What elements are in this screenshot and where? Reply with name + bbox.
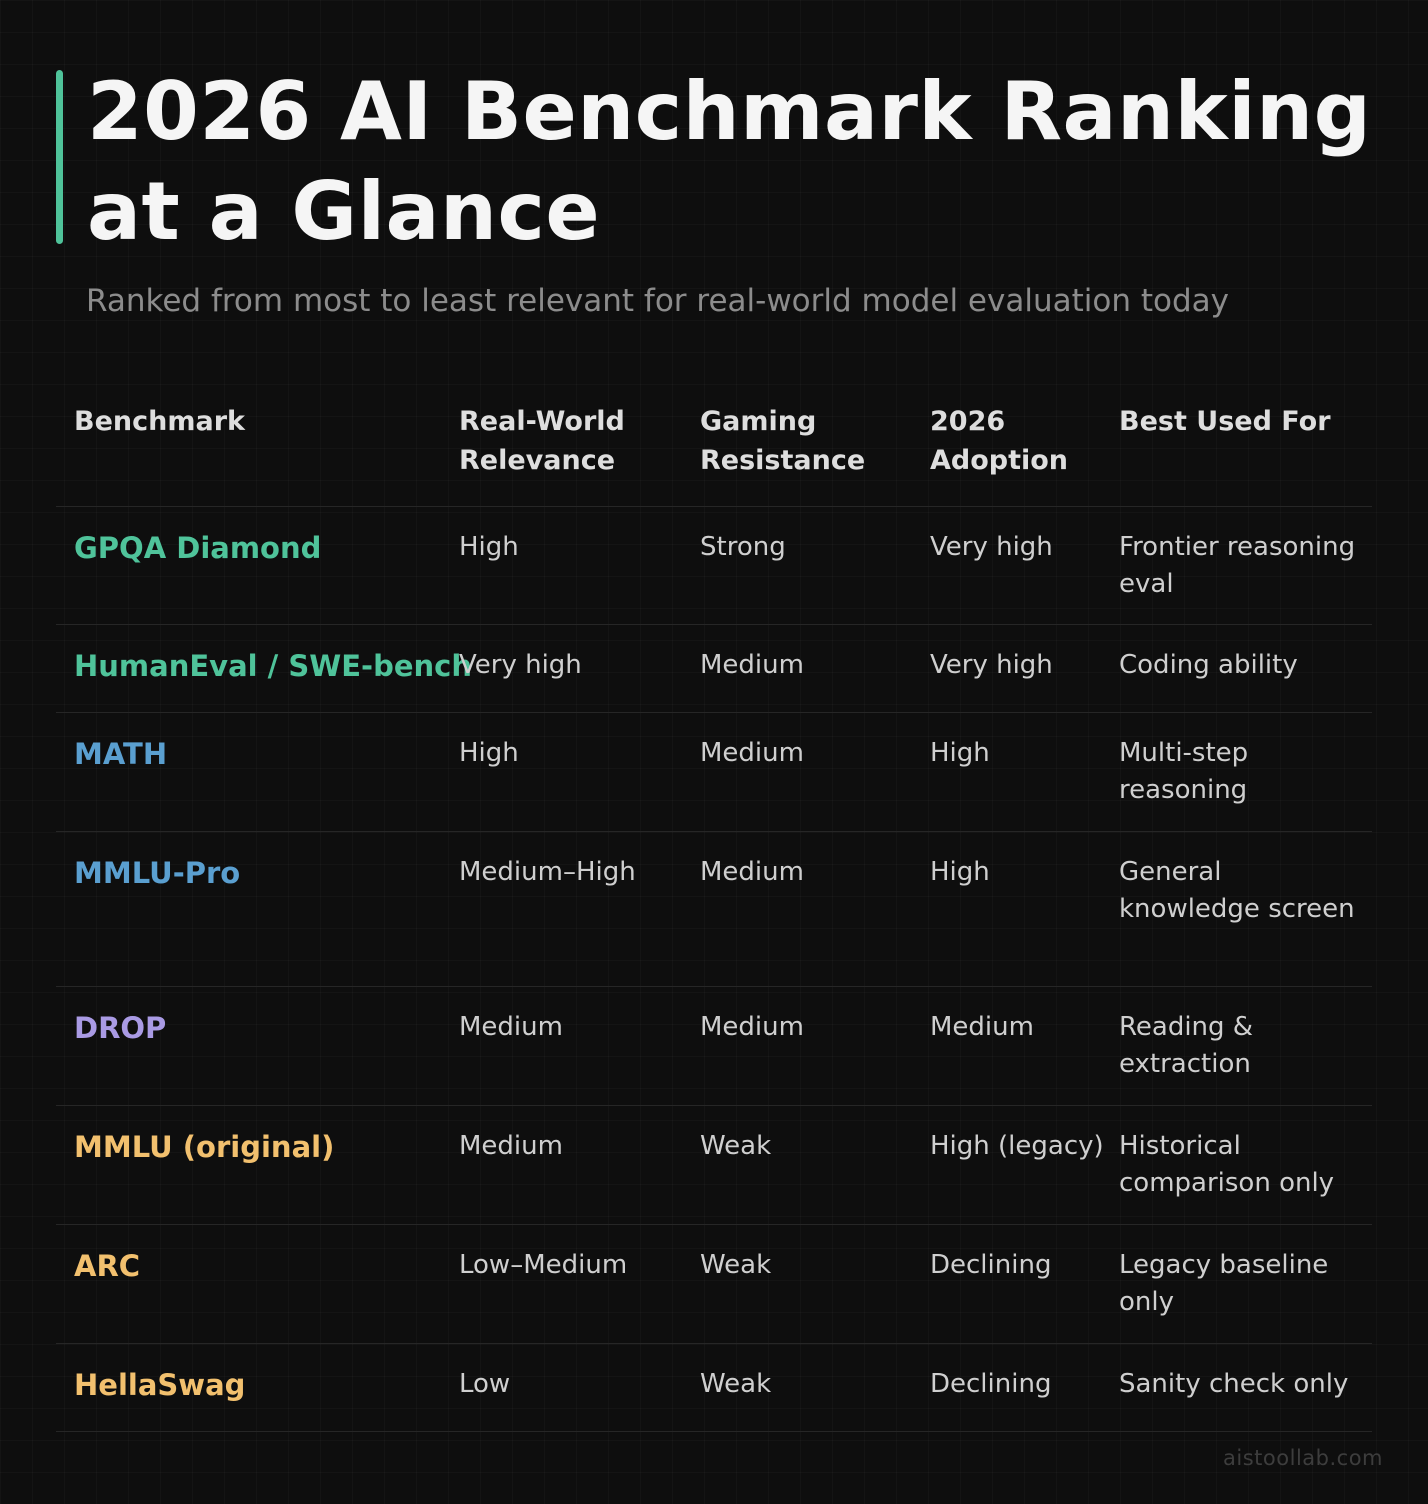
table-row: MMLU (original) Medium Weak High (legacy…: [56, 1106, 1372, 1225]
benchmark-name: MATH: [74, 737, 168, 771]
adoption-cell: High: [930, 738, 990, 768]
gaming-resistance-cell: Medium: [700, 650, 804, 680]
adoption-cell: High: [930, 857, 990, 887]
gaming-resistance-cell: Medium: [700, 1012, 804, 1042]
relevance-cell: Medium–High: [459, 857, 636, 887]
adoption-cell: High (legacy): [930, 1131, 1104, 1161]
benchmark-name: MMLU-Pro: [74, 856, 241, 890]
table-row: MMLU-Pro Medium–High Medium High General…: [56, 832, 1372, 987]
relevance-cell: High: [459, 532, 519, 562]
header-benchmark: Benchmark: [74, 406, 245, 437]
watermark: aistoollab.com: [1223, 1446, 1383, 1470]
page-subtitle: Ranked from most to least relevant for r…: [86, 283, 1229, 319]
relevance-cell: Very high: [459, 650, 582, 680]
best-used-for-cell: Historical comparison only: [1119, 1131, 1335, 1198]
gaming-resistance-cell: Medium: [700, 857, 804, 887]
benchmark-name: MMLU (original): [74, 1130, 335, 1164]
relevance-cell: High: [459, 738, 519, 768]
best-used-for-cell: Reading & extraction: [1119, 1012, 1254, 1079]
benchmark-table: Benchmark Real-World Relevance Gaming Re…: [56, 384, 1372, 1432]
relevance-cell: Medium: [459, 1131, 563, 1161]
gaming-resistance-cell: Medium: [700, 738, 804, 768]
relevance-cell: Low: [459, 1369, 511, 1399]
table-row: HumanEval / SWE-bench Very high Medium V…: [56, 625, 1372, 713]
benchmark-name: DROP: [74, 1011, 167, 1045]
gaming-resistance-cell: Strong: [700, 532, 786, 562]
gaming-resistance-cell: Weak: [700, 1369, 772, 1399]
adoption-cell: Declining: [930, 1369, 1052, 1399]
header-2026-adoption: 2026 Adoption: [930, 406, 1069, 476]
relevance-cell: Medium: [459, 1012, 563, 1042]
relevance-cell: Low–Medium: [459, 1250, 628, 1280]
adoption-cell: Declining: [930, 1250, 1052, 1280]
best-used-for-cell: General knowledge screen: [1119, 857, 1355, 924]
best-used-for-cell: Multi-step reasoning: [1119, 738, 1249, 805]
benchmark-name: HellaSwag: [74, 1368, 246, 1402]
adoption-cell: Medium: [930, 1012, 1034, 1042]
adoption-cell: Very high: [930, 532, 1053, 562]
best-used-for-cell: Frontier reasoning eval: [1119, 532, 1356, 599]
table-row: ARC Low–Medium Weak Declining Legacy bas…: [56, 1225, 1372, 1344]
title-block: 2026 AI Benchmark Ranking at a Glance: [56, 62, 1386, 262]
best-used-for-cell: Legacy baseline only: [1119, 1250, 1329, 1317]
best-used-for-cell: Coding ability: [1119, 650, 1298, 680]
benchmark-name: HumanEval / SWE-bench: [74, 649, 472, 683]
header-gaming-resistance: Gaming Resistance: [700, 406, 866, 476]
adoption-cell: Very high: [930, 650, 1053, 680]
best-used-for-cell: Sanity check only: [1119, 1369, 1349, 1399]
table-row: DROP Medium Medium Medium Reading & extr…: [56, 987, 1372, 1106]
benchmark-name: GPQA Diamond: [74, 531, 322, 565]
table-row: GPQA Diamond High Strong Very high Front…: [56, 507, 1372, 625]
gaming-resistance-cell: Weak: [700, 1250, 772, 1280]
table-header-row: Benchmark Real-World Relevance Gaming Re…: [56, 384, 1372, 507]
gaming-resistance-cell: Weak: [700, 1131, 772, 1161]
table-row: MATH High Medium High Multi-step reasoni…: [56, 713, 1372, 832]
title-accent-bar: [56, 70, 63, 244]
benchmark-name: ARC: [74, 1249, 141, 1283]
table-row: HellaSwag Low Weak Declining Sanity chec…: [56, 1344, 1372, 1432]
page-title: 2026 AI Benchmark Ranking at a Glance: [87, 65, 1372, 258]
header-best-used-for: Best Used For: [1119, 406, 1331, 437]
header-real-world-relevance: Real-World Relevance: [459, 406, 625, 476]
